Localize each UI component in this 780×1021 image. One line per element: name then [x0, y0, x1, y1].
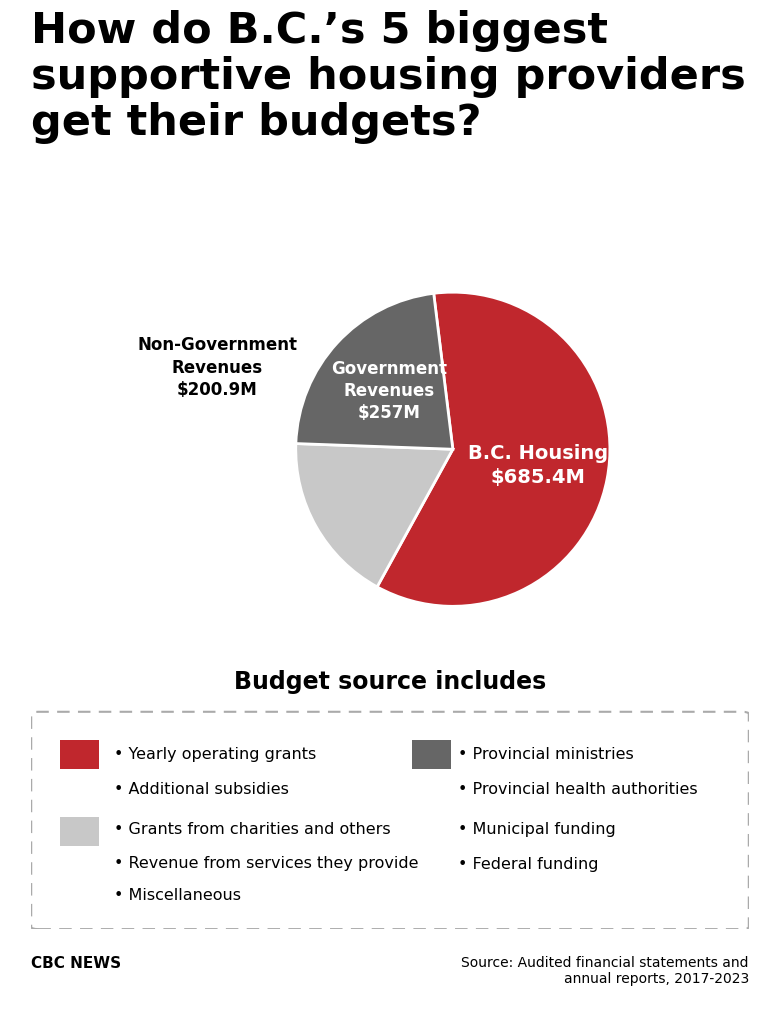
Text: • Miscellaneous: • Miscellaneous: [114, 887, 241, 903]
Text: Budget source includes: Budget source includes: [234, 670, 546, 693]
Bar: [412, 740, 451, 769]
Text: • Provincial ministries: • Provincial ministries: [458, 747, 634, 762]
FancyBboxPatch shape: [31, 712, 749, 929]
Text: • Grants from charities and others: • Grants from charities and others: [114, 822, 390, 837]
Text: Source: Audited financial statements and
annual reports, 2017-2023: Source: Audited financial statements and…: [461, 956, 749, 986]
Text: • Additional subsidies: • Additional subsidies: [114, 782, 289, 797]
Text: • Provincial health authorities: • Provincial health authorities: [458, 782, 698, 797]
Wedge shape: [296, 443, 453, 587]
Text: • Yearly operating grants: • Yearly operating grants: [114, 747, 316, 762]
Text: • Revenue from services they provide: • Revenue from services they provide: [114, 856, 418, 871]
Wedge shape: [296, 293, 453, 449]
Bar: [60, 817, 99, 845]
Text: B.C. Housing
$685.4M: B.C. Housing $685.4M: [467, 444, 608, 487]
Text: CBC NEWS: CBC NEWS: [31, 956, 122, 971]
Text: • Federal funding: • Federal funding: [458, 857, 599, 872]
Text: Government
Revenues
$257M: Government Revenues $257M: [331, 359, 447, 422]
Wedge shape: [377, 292, 610, 606]
Text: Non-Government
Revenues
$200.9M: Non-Government Revenues $200.9M: [137, 336, 297, 399]
Text: How do B.C.’s 5 biggest
supportive housing providers
get their budgets?: How do B.C.’s 5 biggest supportive housi…: [31, 10, 746, 144]
Bar: [60, 740, 99, 769]
Text: • Municipal funding: • Municipal funding: [458, 822, 616, 837]
